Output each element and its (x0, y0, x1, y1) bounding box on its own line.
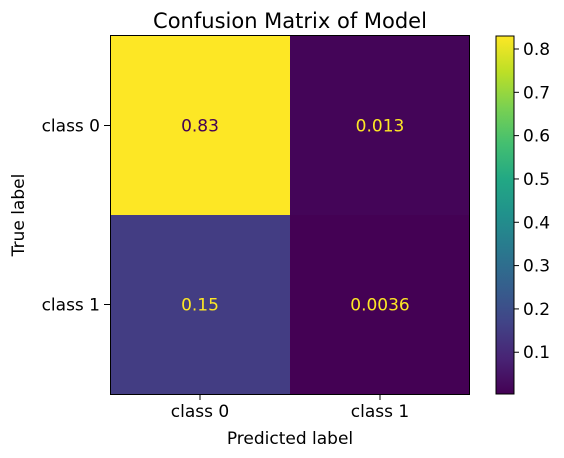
colorbar-tick-label: 0.1 (523, 343, 550, 363)
colorbar-tick-label: 0.5 (523, 170, 550, 190)
colorbar-tick-label: 0.6 (523, 127, 550, 147)
x-axis-ticks: class 0 class 1 (171, 394, 409, 422)
matrix-cell-0-1 (290, 36, 470, 215)
colorbar-ticks: 0.1 0.2 0.3 0.4 0.5 0.6 0.7 0.8 (514, 40, 550, 363)
colorbar-tick-label: 0.8 (523, 40, 550, 60)
x-tick-label: class 0 (171, 402, 229, 422)
chart-title: Confusion Matrix of Model (153, 9, 427, 33)
colorbar (495, 35, 515, 395)
matrix-cell-0-0 (110, 36, 290, 215)
matrix-cells: 0.83 0.013 0.15 0.0036 (110, 36, 470, 394)
cell-value-label-1-1: 0.0036 (350, 296, 409, 316)
colorbar-tick-label: 0.2 (523, 300, 550, 320)
y-axis-ticks: class 0 class 1 (42, 117, 110, 316)
x-tick-label: class 1 (351, 402, 409, 422)
cell-value-label-1-0: 0.15 (181, 296, 219, 316)
y-tick-label: class 0 (42, 117, 100, 137)
matrix-cell-1-0 (110, 215, 290, 394)
matrix-cell-1-1 (290, 215, 470, 394)
colorbar-tick-label: 0.3 (523, 257, 550, 277)
x-axis-label: Predicted label (227, 429, 353, 449)
plot-frame (110, 35, 470, 395)
colorbar-tick-label: 0.7 (523, 83, 550, 103)
y-axis-label: True label (9, 174, 29, 258)
y-tick-label: class 1 (42, 296, 100, 316)
cell-value-label-0-1: 0.013 (356, 117, 405, 137)
colorbar-tick-label: 0.4 (523, 213, 550, 233)
cell-value-label-0-0: 0.83 (181, 117, 219, 137)
